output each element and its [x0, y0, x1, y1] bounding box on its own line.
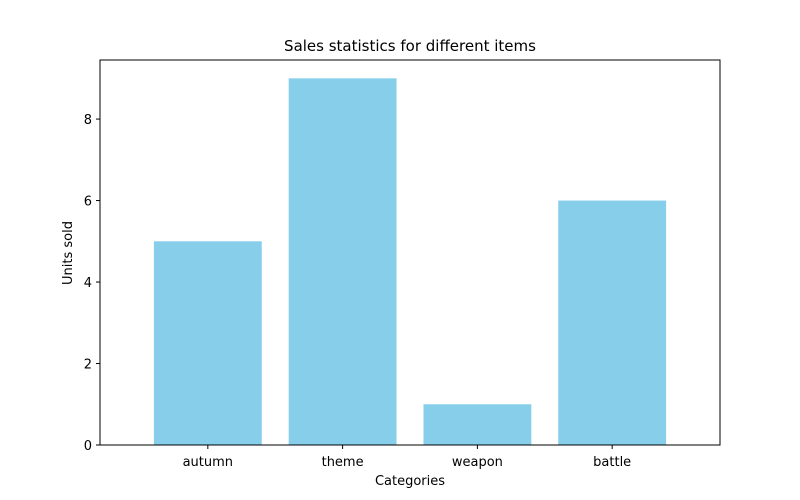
y-tick-label: 8 — [84, 113, 92, 128]
y-tick-label: 2 — [84, 358, 92, 373]
chart-title: Sales statistics for different items — [284, 37, 536, 55]
plot-frame — [99, 59, 721, 446]
x-tick-label: theme — [322, 455, 364, 470]
y-axis-label: Units sold — [61, 221, 76, 285]
y-axis-ticks: 0 2 4 6 8 — [84, 113, 100, 454]
y-tick-label: 0 — [84, 439, 92, 454]
bar-theme — [288, 78, 397, 445]
x-axis-label: Categories — [375, 474, 445, 489]
bar-weapon — [423, 404, 532, 445]
x-axis-ticks: autumn theme weapon battle — [183, 445, 631, 470]
y-tick-label: 6 — [84, 195, 92, 210]
x-tick-label: battle — [593, 455, 631, 470]
x-tick-label: weapon — [452, 455, 503, 470]
bar-autumn — [153, 241, 262, 445]
y-tick-label: 4 — [84, 276, 92, 291]
bar-battle — [558, 200, 667, 445]
bars-group — [153, 78, 667, 445]
x-tick-label: autumn — [183, 455, 233, 470]
